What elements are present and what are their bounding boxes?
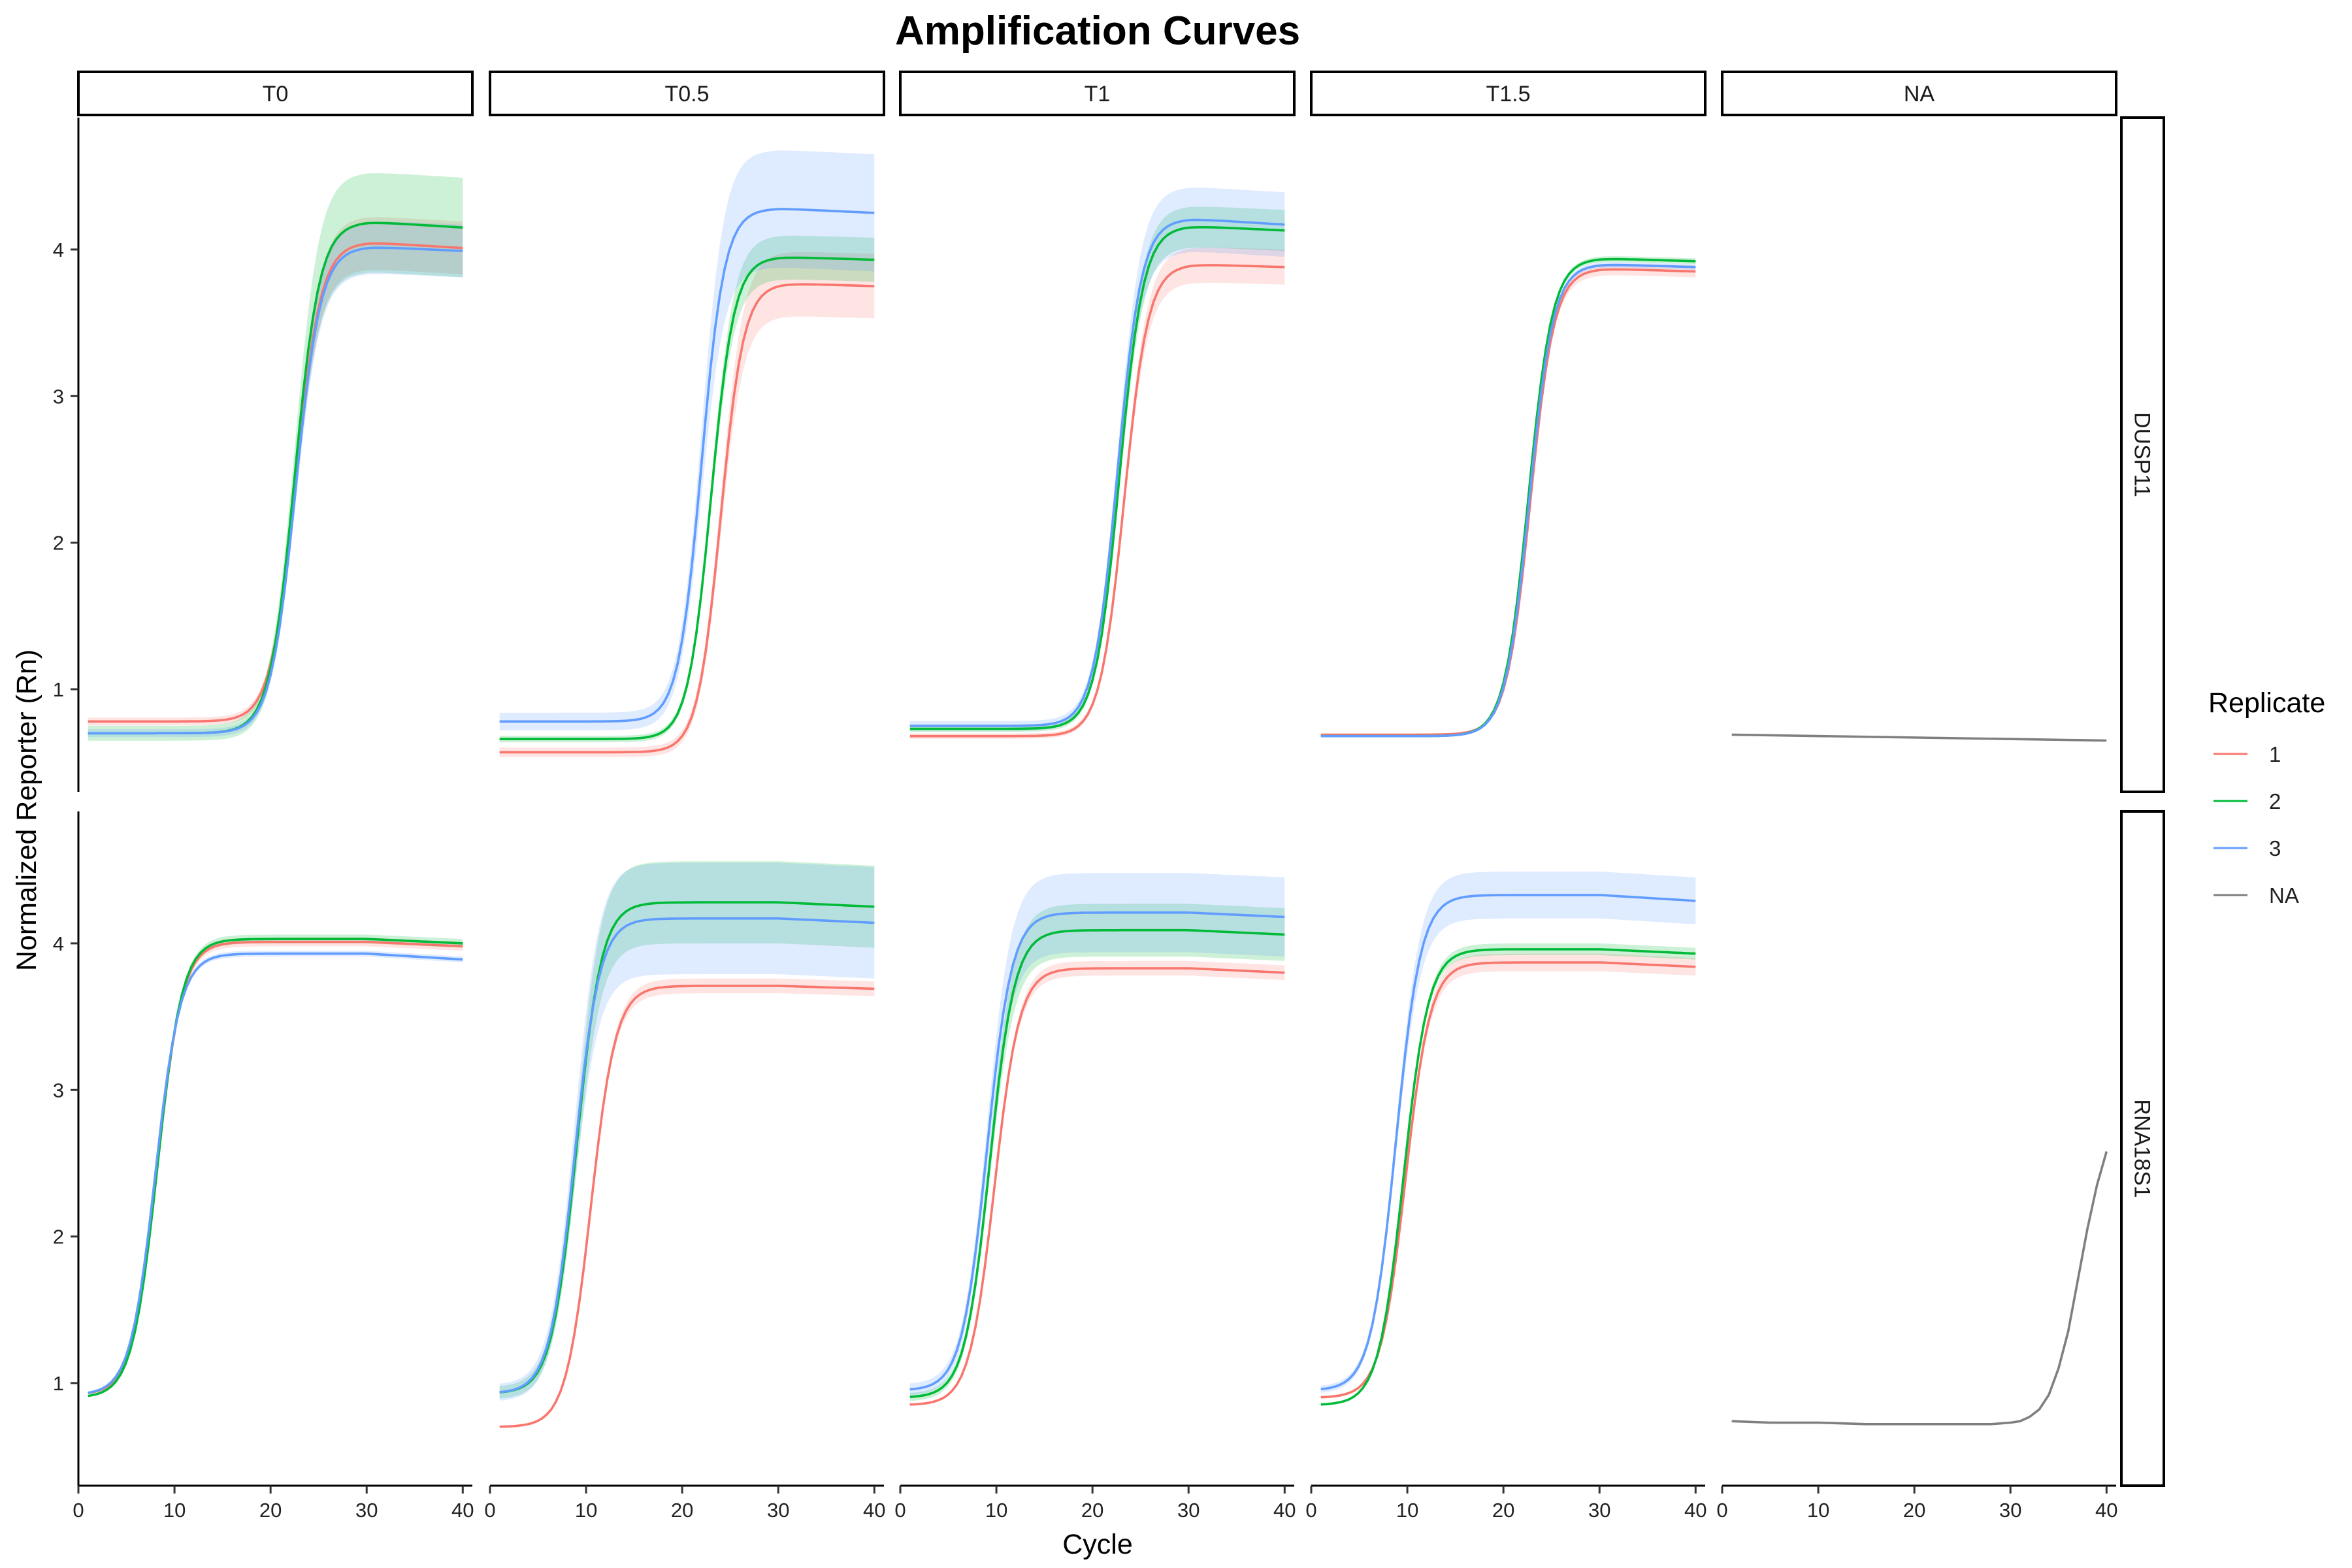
y-axis-title: Normalized Reporter (Rn) [11, 649, 42, 971]
facet-label-col: T1 [1085, 82, 1111, 106]
x-tick-label: 30 [355, 1499, 378, 1522]
x-axis-title: Cycle [1062, 1529, 1133, 1560]
x-tick-label: 20 [671, 1499, 693, 1522]
facet-strip-col [1310, 71, 1707, 116]
ribbon-replicate-3 [909, 188, 1285, 731]
x-tick-label: 0 [1305, 1499, 1316, 1522]
ribbon-replicate-1 [499, 978, 875, 1428]
legend-label-na: NA [2269, 883, 2299, 907]
x-tick-label: 20 [1903, 1499, 1925, 1522]
y-tick-label: 1 [53, 678, 64, 701]
chart-title: Amplification Curves [895, 8, 1300, 54]
facet-strip-col [899, 71, 1296, 116]
curve-replicate-NA [1731, 1151, 2108, 1426]
ribbon-replicate-3 [1320, 872, 1696, 1393]
curve-replicate-2 [909, 928, 1285, 1398]
legend-title: Replicate [2208, 687, 2325, 719]
facet-strip-col [77, 71, 474, 116]
legend-label-1: 1 [2269, 742, 2281, 766]
curve-replicate-1 [499, 283, 875, 754]
x-tick-label: 20 [259, 1499, 282, 1522]
x-tick-label: 40 [863, 1499, 885, 1522]
ribbon-replicate-3 [909, 873, 1285, 1396]
x-tick-label: 0 [484, 1499, 495, 1522]
ribbon-replicate-3 [88, 221, 463, 738]
y-tick-label: 3 [53, 385, 64, 408]
curve-replicate-1 [909, 967, 1285, 1406]
facet-label-col: T0.5 [664, 82, 709, 106]
x-tick-label: 0 [1716, 1499, 1727, 1522]
x-tick-label: 10 [163, 1499, 186, 1522]
ribbon-replicate-1 [88, 937, 463, 1394]
y-tick-label: 1 [53, 1372, 64, 1395]
ribbon-replicate-3 [499, 150, 875, 730]
ribbon-replicate-2 [88, 173, 463, 741]
curve-replicate-3 [499, 917, 875, 1394]
curve-replicate-NA [1731, 733, 2107, 742]
curve-replicate-1 [1320, 961, 1696, 1399]
legend-label-3: 3 [2269, 836, 2281, 860]
facet-label-col: T1.5 [1486, 82, 1530, 106]
facet-strip-col [489, 71, 885, 116]
curve-replicate-3 [909, 911, 1285, 1391]
y-tick-label: 4 [53, 932, 64, 955]
x-tick-label: 30 [1177, 1499, 1200, 1522]
facet-label-col: T0 [263, 82, 289, 106]
x-tick-label: 40 [1684, 1499, 1707, 1522]
x-tick-label: 40 [1273, 1499, 1296, 1522]
curve-replicate-2 [499, 256, 875, 740]
curve-replicate-3 [88, 952, 463, 1394]
ribbon-replicate-2 [909, 904, 1285, 1401]
curve-replicate-3 [88, 246, 463, 735]
curve-replicate-2 [909, 226, 1285, 730]
curve-replicate-3 [1320, 894, 1696, 1391]
x-tick-label: 30 [1588, 1499, 1610, 1522]
y-tick-label: 4 [53, 238, 64, 261]
x-tick-label: 20 [1081, 1499, 1103, 1522]
facet-label-row: DUSP11 [2130, 412, 2155, 497]
ribbon-replicate-1 [88, 217, 463, 726]
y-tick-label: 2 [53, 532, 64, 555]
ribbon-replicate-1 [1320, 953, 1696, 1399]
facet-strip-col [1721, 71, 2117, 116]
legend-label-2: 2 [2269, 789, 2281, 813]
ribbon-replicate-3 [88, 951, 463, 1394]
curve-replicate-3 [499, 208, 875, 723]
y-tick-label: 2 [53, 1226, 64, 1249]
ribbon-replicate-2 [88, 934, 463, 1397]
curve-replicate-2 [88, 938, 463, 1397]
curve-replicate-3 [909, 218, 1285, 727]
x-tick-label: 30 [767, 1499, 789, 1522]
x-tick-label: 10 [985, 1499, 1007, 1522]
legend: Replicate 1 2 3 NA [2208, 687, 2325, 907]
x-tick-label: 10 [575, 1499, 597, 1522]
ribbon-replicate-1 [499, 252, 875, 757]
facet-label-col: NA [1904, 82, 1935, 106]
facet-strip-row [2120, 810, 2165, 1487]
ribbon-replicate-2 [1320, 943, 1696, 1405]
x-tick-label: 0 [894, 1499, 906, 1522]
x-tick-label: 20 [1492, 1499, 1514, 1522]
facet-strip-row [2120, 116, 2165, 793]
facet-label-row: RNA18S1 [2130, 1099, 2155, 1198]
x-tick-label: 30 [1999, 1499, 2021, 1522]
curve-replicate-2 [499, 901, 875, 1394]
ribbon-replicate-2 [499, 861, 875, 1399]
curve-replicate-2 [1320, 948, 1696, 1406]
x-tick-label: 10 [1396, 1499, 1418, 1522]
x-tick-label: 40 [451, 1499, 474, 1522]
y-tick-label: 3 [53, 1079, 64, 1102]
curve-replicate-1 [88, 940, 463, 1394]
curve-replicate-3 [1320, 263, 1696, 738]
x-tick-label: 0 [73, 1499, 84, 1522]
x-tick-label: 10 [1807, 1499, 1829, 1522]
curve-replicate-1 [909, 264, 1285, 738]
curve-replicate-1 [499, 985, 875, 1428]
x-tick-label: 40 [2095, 1499, 2117, 1522]
